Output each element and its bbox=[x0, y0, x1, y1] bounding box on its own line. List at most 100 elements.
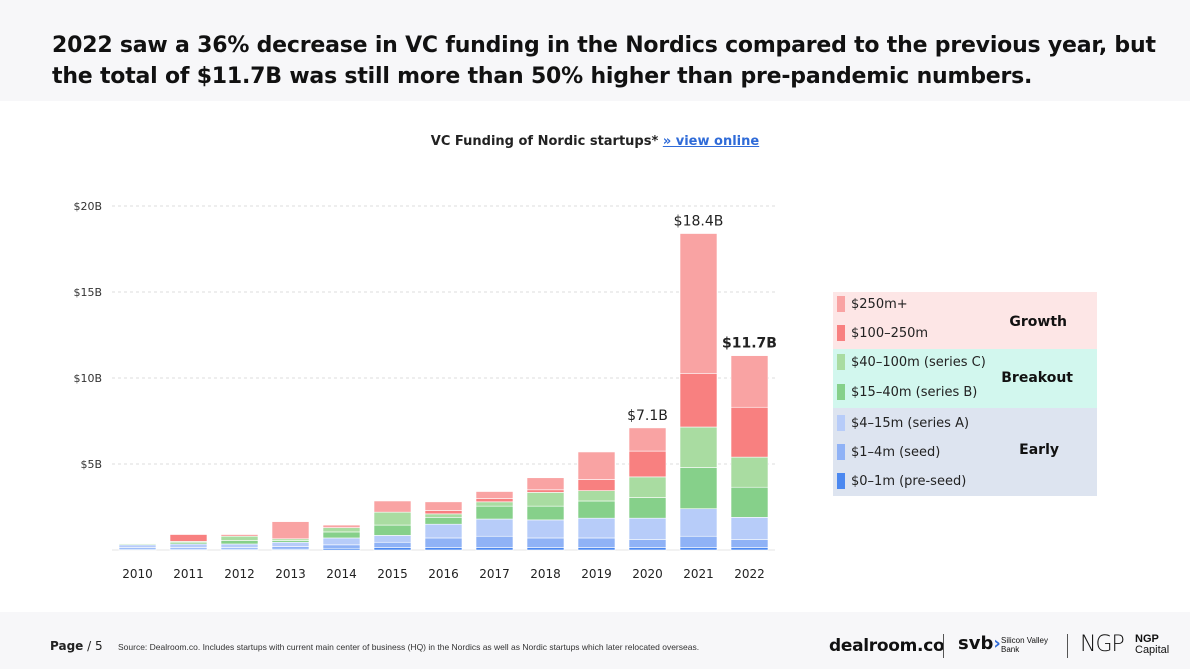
bar-segment-250m-plus bbox=[730, 355, 769, 408]
bar-segment-250m-plus bbox=[220, 534, 259, 537]
bar-segment-0-1m bbox=[730, 547, 769, 551]
bar-segment-250m-plus bbox=[373, 500, 412, 513]
bar-segment-4-15m bbox=[322, 537, 361, 546]
x-tick-label: 2017 bbox=[479, 567, 510, 581]
legend-item-label: $4–15m (series A) bbox=[851, 415, 970, 431]
bar-segment-15-40m bbox=[424, 517, 463, 525]
svb-logo-text: svb bbox=[958, 633, 994, 654]
bar-segment-4-15m bbox=[628, 517, 667, 540]
svb-logo: svb› bbox=[958, 633, 1001, 654]
x-tick-label: 2022 bbox=[734, 567, 765, 581]
legend-swatch bbox=[837, 325, 845, 341]
bar-segment-15-40m bbox=[628, 497, 667, 519]
legend-item-label: $40–100m (series C) bbox=[851, 354, 986, 370]
legend-swatch bbox=[837, 354, 845, 370]
bar-segment-0-1m bbox=[628, 547, 667, 551]
bar-segment-40-100m bbox=[373, 511, 412, 526]
bar-segment-100-250m bbox=[730, 406, 769, 458]
bar-segment-15-40m bbox=[475, 505, 514, 520]
bar-segment-100-250m bbox=[475, 498, 514, 503]
ngp-logo: NGP bbox=[1080, 632, 1125, 657]
svb-chevron-icon: › bbox=[993, 633, 1001, 654]
x-tick-label: 2011 bbox=[173, 567, 204, 581]
bar-segment-40-100m bbox=[424, 513, 463, 518]
bar-segment-250m-plus bbox=[424, 501, 463, 511]
y-tick-label: $20B bbox=[73, 200, 102, 213]
bar-segment-4-15m bbox=[220, 543, 259, 548]
legend-group-label: Breakout bbox=[1001, 370, 1073, 386]
bar-segment-1-4m bbox=[271, 546, 310, 550]
ngp-logo-subtitle: NGP Capital bbox=[1135, 634, 1169, 656]
legend-group-growth: $250m+ $100–250m Growth bbox=[833, 292, 1097, 349]
page-number: Page / 5 bbox=[50, 639, 103, 653]
bar-segment-100-250m bbox=[679, 373, 718, 428]
bar-segment-4-15m bbox=[271, 541, 310, 547]
bar-segment-15-40m bbox=[679, 467, 718, 510]
y-tick-label: $5B bbox=[80, 458, 102, 471]
bar-segment-4-15m bbox=[373, 535, 412, 543]
bar-segment-4-15m bbox=[730, 517, 769, 540]
legend-item: $1–4m (seed) bbox=[837, 442, 940, 462]
legend-item: $100–250m bbox=[837, 323, 928, 343]
legend-item-label: $100–250m bbox=[851, 325, 929, 341]
view-online-link[interactable]: » view online bbox=[662, 134, 760, 149]
legend-group-label: Growth bbox=[1009, 314, 1067, 330]
bar-segment-0-1m bbox=[373, 547, 412, 551]
chart-legend: $250m+ $100–250m Growth $40–100m (series… bbox=[833, 292, 1097, 496]
bar-segment-100-250m bbox=[424, 510, 463, 515]
legend-item-label: $250m+ bbox=[851, 296, 908, 312]
bar-segment-1-4m bbox=[475, 535, 514, 548]
dealroom-logo: dealroom.co bbox=[829, 636, 945, 656]
bar-segment-100-250m bbox=[577, 479, 616, 491]
bar-segment-40-100m bbox=[322, 527, 361, 533]
source-note: Source: Dealroom.co. Includes startups w… bbox=[118, 642, 700, 652]
legend-item: $250m+ bbox=[837, 294, 908, 314]
bar-segment-4-15m bbox=[169, 543, 208, 548]
bar-segment-250m-plus bbox=[679, 233, 718, 374]
y-tick-label: $10B bbox=[73, 372, 102, 385]
legend-swatch bbox=[837, 415, 845, 431]
chart-title: VC Funding of Nordic startups* » view on… bbox=[0, 134, 1190, 149]
legend-item-label: $1–4m (seed) bbox=[851, 444, 941, 460]
legend-swatch bbox=[837, 296, 845, 312]
bar-segment-100-250m bbox=[628, 450, 667, 478]
x-tick-label: 2021 bbox=[683, 567, 714, 581]
x-tick-label: 2020 bbox=[632, 567, 663, 581]
bar-segment-100-250m bbox=[169, 534, 208, 542]
bar-segment-1-4m bbox=[628, 539, 667, 548]
bar-segment-0-1m bbox=[475, 547, 514, 551]
page-count: / 5 bbox=[87, 639, 103, 653]
bar-segment-40-100m bbox=[679, 426, 718, 468]
bar-segment-250m-plus bbox=[475, 491, 514, 499]
total-label: $11.7B bbox=[722, 336, 777, 352]
total-label: $18.4B bbox=[674, 214, 724, 230]
x-tick-label: 2014 bbox=[326, 567, 357, 581]
bar-segment-40-100m bbox=[577, 490, 616, 502]
legend-group-label: Early bbox=[1019, 442, 1059, 458]
bar-segment-4-15m bbox=[577, 517, 616, 539]
ngp-sub-capital: Capital bbox=[1135, 644, 1170, 656]
legend-group-early: $4–15m (series A) $1–4m (seed) $0–1m (pr… bbox=[833, 408, 1097, 496]
legend-item-label: $0–1m (pre-seed) bbox=[851, 473, 967, 489]
bar-segment-250m-plus bbox=[526, 477, 565, 491]
legend-item: $0–1m (pre-seed) bbox=[837, 471, 966, 491]
bar-segment-100-250m bbox=[526, 489, 565, 493]
bar-segment-15-40m bbox=[322, 531, 361, 539]
ngp-sub-name: NGP bbox=[1135, 633, 1159, 645]
bar-segment-0-1m bbox=[424, 547, 463, 551]
bar-segment-0-1m bbox=[526, 547, 565, 551]
bar-segment-15-40m bbox=[577, 500, 616, 519]
bar-segment-4-15m bbox=[526, 519, 565, 539]
bar-segment-4-15m bbox=[475, 518, 514, 537]
y-tick-label: $15B bbox=[73, 286, 102, 299]
legend-item: $4–15m (series A) bbox=[837, 413, 969, 433]
bar-segment-1-4m bbox=[526, 537, 565, 548]
legend-group-breakout: $40–100m (series C) $15–40m (series B) B… bbox=[833, 349, 1097, 408]
bar-segment-0-1m bbox=[577, 547, 616, 551]
bar-segment-0-1m bbox=[679, 547, 718, 551]
bar-segment-1-4m bbox=[424, 537, 463, 548]
svb-logo-subtitle: Silicon Valley Bank bbox=[1001, 636, 1048, 654]
bar-segment-40-100m bbox=[526, 492, 565, 507]
chart-title-text: VC Funding of Nordic startups* bbox=[430, 134, 659, 149]
bar-segment-4-15m bbox=[118, 544, 157, 548]
